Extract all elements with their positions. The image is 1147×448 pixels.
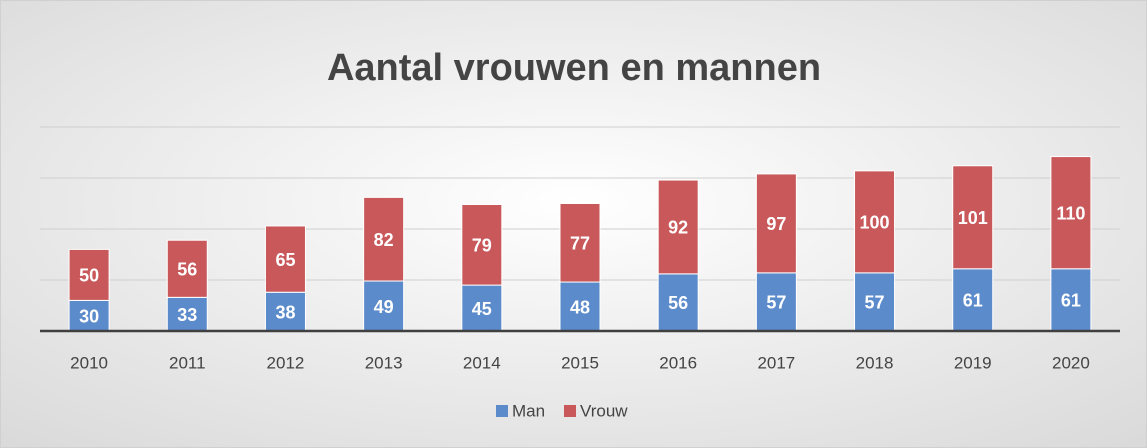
bar-segment — [461, 284, 503, 332]
bar-segment — [363, 280, 405, 332]
x-tick-label: 2012 — [267, 353, 305, 372]
x-tick-label: 2010 — [70, 353, 108, 372]
bar-segment — [755, 173, 797, 274]
data-label: 65 — [275, 250, 295, 270]
data-label: 61 — [1061, 291, 1081, 311]
x-tick-label: 2020 — [1052, 353, 1090, 372]
data-label: 33 — [177, 305, 197, 325]
x-tick-label: 2016 — [659, 353, 697, 372]
bar-segment — [166, 239, 208, 298]
data-label: 30 — [79, 306, 99, 326]
bar-segment — [68, 248, 110, 301]
chart-title: Aantal vrouwen en mannen — [327, 47, 821, 89]
x-tick-label: 2011 — [169, 353, 206, 372]
x-tick-label: 2017 — [757, 353, 795, 372]
bar-segment — [461, 204, 503, 286]
legend-swatch — [496, 405, 508, 417]
data-label: 57 — [865, 293, 885, 313]
data-label: 77 — [570, 234, 590, 254]
legend-label: Vrouw — [580, 401, 628, 420]
x-tick-label: 2015 — [561, 353, 599, 372]
bar-segment — [952, 268, 994, 332]
data-label: 57 — [766, 293, 786, 313]
bar-segment — [264, 225, 306, 293]
data-label: 97 — [766, 214, 786, 234]
data-label: 49 — [374, 297, 394, 317]
bar-segment — [363, 196, 405, 282]
bar-segment — [559, 203, 601, 283]
bar-segment — [854, 272, 896, 332]
data-label: 56 — [668, 293, 688, 313]
x-tick-label: 2018 — [856, 353, 894, 372]
bar-segment — [854, 170, 896, 274]
x-tick-label: 2019 — [954, 353, 992, 372]
data-label: 38 — [275, 302, 295, 322]
bar-segment — [657, 273, 699, 332]
data-label: 56 — [177, 260, 197, 280]
x-tick-label: 2014 — [463, 353, 501, 372]
data-label: 48 — [570, 297, 590, 317]
data-label: 82 — [374, 230, 394, 250]
bar-segment — [1050, 156, 1092, 270]
legend-label: Man — [512, 401, 545, 420]
bar-segment — [755, 272, 797, 332]
data-label: 110 — [1056, 203, 1085, 223]
data-label: 92 — [668, 218, 688, 238]
data-label: 100 — [860, 213, 890, 233]
bar-segment — [559, 281, 601, 332]
bar-segment — [657, 179, 699, 275]
data-label: 50 — [79, 266, 99, 286]
data-label: 101 — [958, 208, 988, 228]
data-label: 61 — [963, 291, 983, 311]
bar-segment — [952, 165, 994, 270]
legend-swatch — [564, 405, 576, 417]
x-tick-label: 2013 — [365, 353, 403, 372]
bar-segment — [1050, 268, 1092, 332]
data-label: 45 — [472, 299, 492, 319]
data-label: 79 — [472, 236, 492, 256]
